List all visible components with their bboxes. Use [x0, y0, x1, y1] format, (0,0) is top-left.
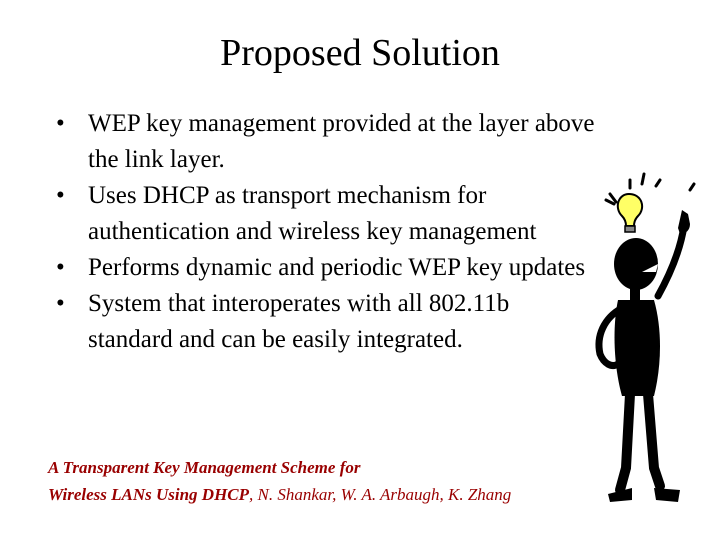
idea-person-icon: [595, 172, 696, 502]
reference-authors: , N. Shankar, W. A. Arbaugh, K. Zhang: [249, 485, 512, 504]
bullet-item: • Performs dynamic and periodic WEP key …: [56, 250, 596, 286]
idea-rays-icon: [604, 172, 662, 206]
light-bulb-icon: [616, 192, 644, 233]
bullet-item: • WEP key management provided at the lay…: [56, 106, 596, 178]
bullet-dot: •: [56, 182, 65, 209]
bullet-list: • WEP key management provided at the lay…: [56, 106, 596, 358]
reference-title-line1: A Transparent Key Management Scheme for: [48, 458, 361, 477]
slide-title: Proposed Solution: [220, 32, 500, 74]
bullet-text: WEP key management provided at the layer…: [88, 110, 595, 173]
reference-title-line2: Wireless LANs Using DHCP: [48, 485, 250, 504]
bullet-dot: •: [56, 110, 65, 137]
bullet-item: • Uses DHCP as transport mechanism for a…: [56, 178, 596, 250]
bullet-text: Uses DHCP as transport mechanism for aut…: [88, 182, 537, 245]
bullet-dot: •: [56, 290, 65, 317]
bullet-text: Performs dynamic and periodic WEP key up…: [88, 254, 586, 281]
reference-citation: A Transparent Key Management Scheme for …: [48, 454, 648, 508]
bullet-text: System that interoperates with all 802.1…: [88, 290, 510, 353]
bullet-dot: •: [56, 254, 65, 281]
bullet-item: • System that interoperates with all 802…: [56, 286, 596, 358]
